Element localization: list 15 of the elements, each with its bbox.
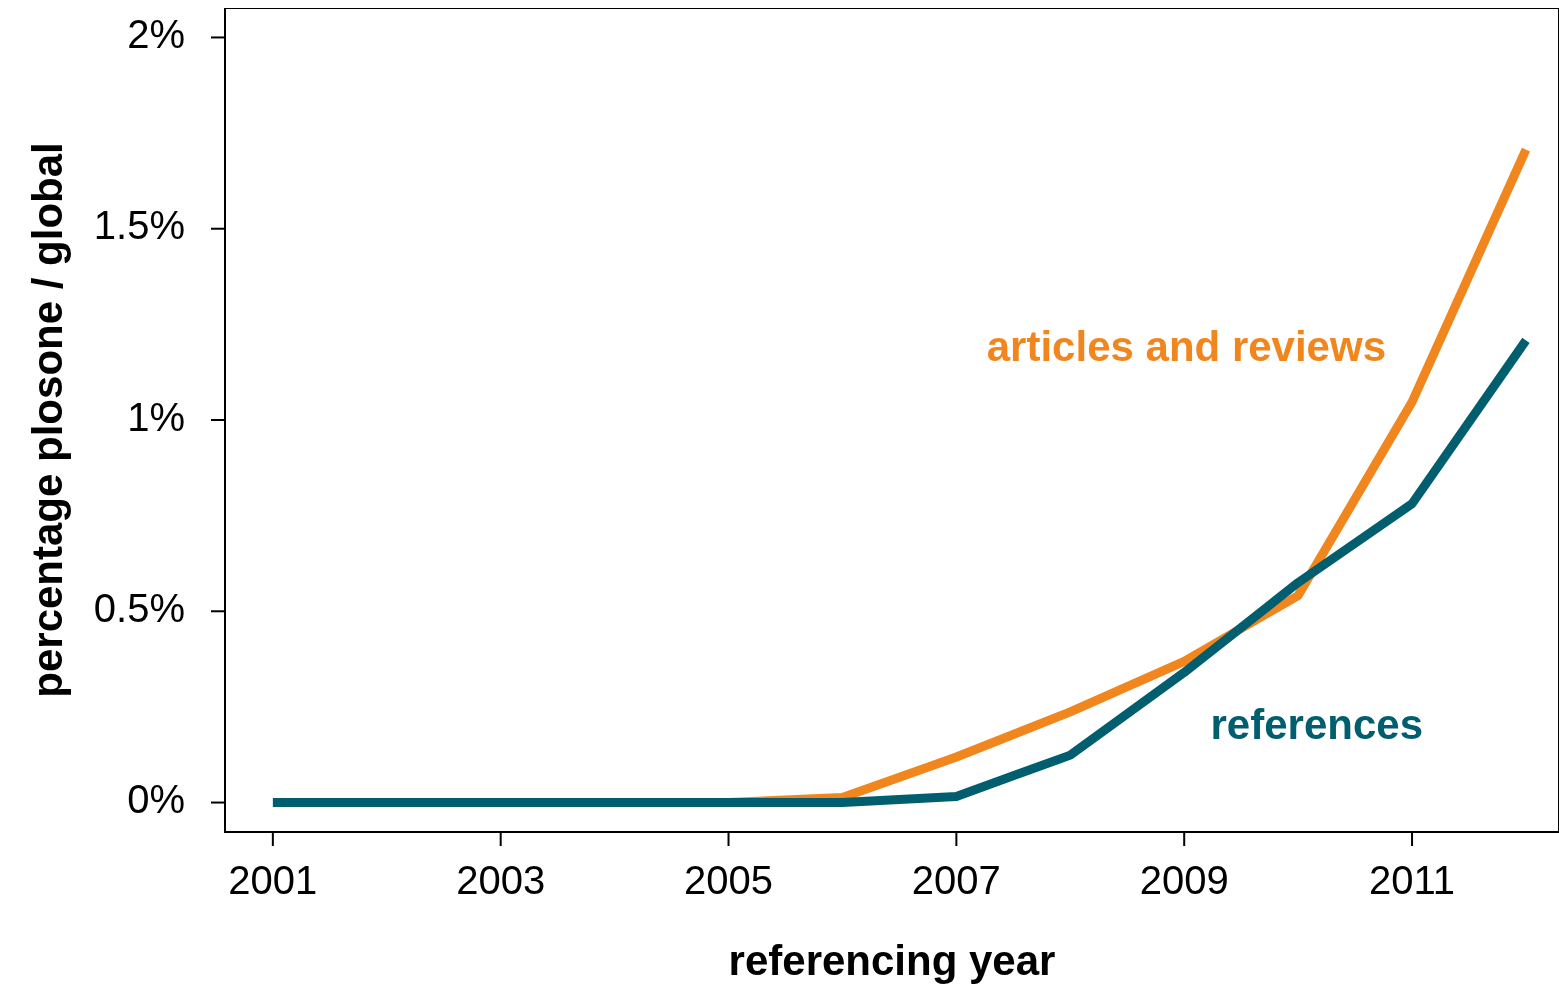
y-tick-label: 0.5% (93, 585, 185, 630)
x-tick-label: 2009 (1139, 858, 1229, 902)
y-axis-title: percentage plosone / global (24, 142, 71, 698)
x-tick-label: 2007 (911, 858, 1001, 902)
x-tick-label: 2001 (228, 858, 318, 902)
y-tick-label: 1.5% (93, 203, 185, 248)
x-tick-label: 2011 (1369, 858, 1456, 902)
x-tick-label: 2003 (456, 858, 546, 902)
series-label: articles and reviews (986, 323, 1386, 371)
x-axis-title: referencing year (728, 937, 1056, 984)
series-label: references (1210, 701, 1423, 749)
y-tick-label: 0% (127, 777, 185, 822)
y-tick-label: 1% (127, 394, 185, 439)
x-tick-label: 2005 (684, 858, 774, 902)
y-tick-label: 2% (127, 12, 185, 57)
